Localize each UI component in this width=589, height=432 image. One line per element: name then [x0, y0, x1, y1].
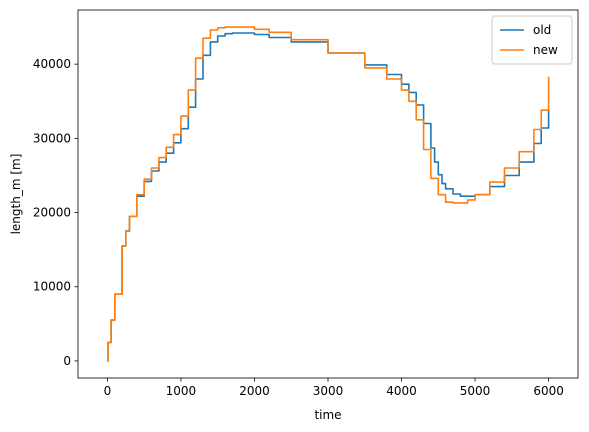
series-line-new — [107, 26, 550, 362]
legend-label-old: old — [533, 23, 551, 37]
plot-area — [77, 9, 579, 379]
x-tick-label: 6000 — [533, 384, 564, 398]
x-tick-label: 0 — [104, 384, 112, 398]
x-axis-label: time — [314, 408, 341, 422]
x-axis: 0 1000 2000 3000 4000 5000 6000 — [104, 378, 564, 398]
legend-label-new: new — [533, 43, 558, 57]
y-tick-label: 0 — [63, 354, 71, 368]
y-tick-label: 20000 — [33, 206, 71, 220]
y-tick-label: 10000 — [33, 280, 71, 294]
x-tick-label: 1000 — [166, 384, 197, 398]
y-axis-label: length_m [m] — [9, 154, 23, 235]
x-tick-label: 3000 — [313, 384, 344, 398]
axes-frame — [77, 9, 579, 379]
y-tick-label: 40000 — [33, 57, 71, 71]
series-layer — [107, 26, 550, 362]
y-axis: 0 10000 20000 30000 40000 — [33, 57, 78, 368]
x-tick-label: 5000 — [460, 384, 491, 398]
legend: old new — [491, 15, 573, 65]
x-tick-label: 4000 — [386, 384, 417, 398]
series-line-old — [107, 32, 550, 362]
y-tick-label: 30000 — [33, 131, 71, 145]
legend-box — [491, 15, 573, 65]
x-tick-label: 2000 — [239, 384, 270, 398]
